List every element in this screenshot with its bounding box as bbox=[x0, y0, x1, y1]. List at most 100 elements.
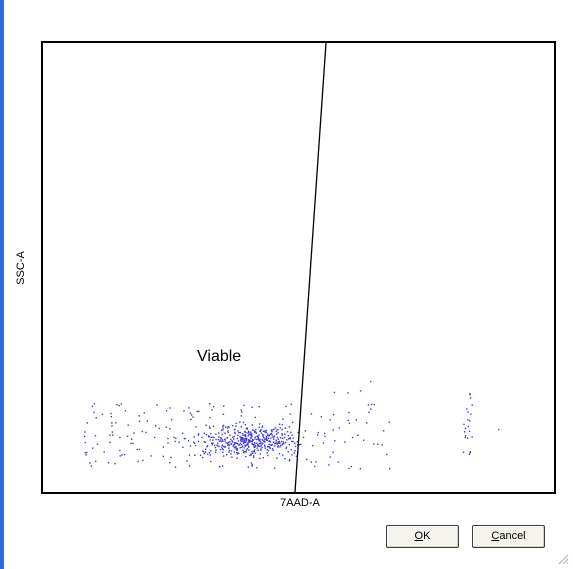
event-dot bbox=[260, 429, 262, 431]
event-dot bbox=[295, 455, 298, 457]
event-dot bbox=[243, 440, 246, 442]
event-dot bbox=[467, 411, 469, 413]
event-dot bbox=[254, 431, 256, 433]
event-dot bbox=[85, 451, 88, 453]
event-dot bbox=[381, 444, 383, 446]
event-dot bbox=[277, 441, 279, 443]
event-dot bbox=[237, 443, 239, 445]
event-dot bbox=[119, 449, 121, 452]
event-dot bbox=[240, 415, 242, 417]
event-dot bbox=[287, 451, 289, 453]
event-dot bbox=[329, 456, 331, 458]
event-dot bbox=[291, 421, 294, 424]
event-dot bbox=[220, 438, 223, 440]
event-dot bbox=[111, 431, 114, 433]
ok-button[interactable]: OK bbox=[386, 525, 459, 548]
event-dot bbox=[259, 457, 261, 459]
event-dot bbox=[244, 438, 246, 440]
event-dot bbox=[464, 436, 466, 439]
scatter-plot[interactable]: Viable bbox=[41, 41, 556, 494]
event-dot bbox=[239, 444, 241, 446]
event-dot bbox=[142, 459, 144, 462]
event-dot bbox=[242, 421, 245, 424]
event-dot bbox=[257, 437, 259, 439]
event-dot bbox=[287, 434, 290, 437]
event-dot bbox=[270, 444, 272, 446]
event-dot bbox=[238, 431, 240, 434]
event-dot bbox=[120, 403, 122, 405]
event-dot bbox=[468, 430, 471, 432]
event-dot bbox=[277, 445, 279, 448]
event-dot bbox=[247, 435, 250, 437]
event-dot bbox=[253, 446, 256, 449]
event-dot bbox=[217, 438, 219, 441]
event-dot bbox=[103, 451, 105, 453]
resize-grip-icon[interactable] bbox=[557, 553, 569, 565]
event-dot bbox=[250, 433, 252, 435]
event-dot bbox=[348, 422, 351, 424]
scatter-plot-svg: Viable bbox=[84, 43, 500, 492]
event-dot bbox=[273, 467, 276, 469]
event-dot bbox=[235, 448, 238, 450]
event-dot bbox=[469, 451, 472, 453]
event-dot bbox=[471, 404, 473, 406]
gate-boundary-line[interactable] bbox=[294, 43, 327, 492]
event-dot bbox=[237, 444, 240, 446]
event-dot bbox=[254, 438, 256, 440]
event-dot bbox=[272, 428, 274, 431]
event-dot bbox=[247, 439, 250, 441]
event-dot bbox=[85, 454, 87, 456]
event-dot bbox=[243, 434, 246, 436]
event-dot bbox=[291, 434, 293, 436]
event-dot bbox=[253, 430, 255, 432]
event-dot bbox=[228, 426, 230, 428]
event-dot bbox=[170, 456, 172, 459]
event-dot bbox=[268, 443, 270, 446]
event-dot bbox=[242, 445, 244, 447]
event-dot bbox=[249, 433, 251, 435]
cancel-button[interactable]: Cancel bbox=[472, 525, 545, 548]
event-dot bbox=[219, 448, 222, 451]
event-dot bbox=[257, 445, 259, 448]
event-dot bbox=[288, 426, 291, 428]
event-dot bbox=[377, 443, 379, 445]
event-dot bbox=[245, 449, 248, 451]
event-dot bbox=[233, 435, 235, 438]
event-dot bbox=[234, 446, 236, 448]
event-dot bbox=[188, 454, 191, 456]
event-dot bbox=[258, 443, 260, 445]
event-dot bbox=[259, 423, 261, 425]
event-dot bbox=[195, 426, 197, 428]
event-dot bbox=[209, 427, 211, 429]
event-dot bbox=[208, 452, 211, 454]
event-dot bbox=[333, 391, 336, 394]
event-dot bbox=[254, 446, 257, 448]
event-dot bbox=[210, 436, 212, 438]
event-dot bbox=[208, 426, 211, 428]
event-dot bbox=[229, 434, 231, 436]
event-dot bbox=[277, 438, 279, 440]
event-dot bbox=[132, 442, 134, 444]
event-dot bbox=[252, 450, 255, 452]
x-axis-label: 7AAD-A bbox=[280, 497, 320, 509]
event-dot bbox=[84, 452, 86, 454]
event-dot bbox=[344, 441, 346, 443]
event-dot bbox=[265, 436, 268, 439]
event-dot bbox=[254, 416, 256, 419]
event-dot bbox=[228, 443, 230, 445]
event-dot bbox=[284, 458, 286, 460]
event-dot bbox=[241, 440, 243, 442]
event-dot bbox=[286, 431, 289, 433]
event-dot bbox=[119, 436, 121, 439]
event-dot bbox=[228, 449, 231, 452]
event-dot bbox=[363, 439, 365, 441]
event-dot bbox=[264, 440, 266, 443]
event-dot bbox=[275, 430, 277, 433]
event-dot bbox=[241, 446, 243, 448]
event-dot bbox=[209, 454, 211, 456]
event-dot bbox=[233, 438, 235, 440]
event-dot bbox=[240, 436, 242, 439]
event-dot bbox=[264, 431, 266, 433]
event-dot bbox=[250, 454, 252, 456]
event-dot bbox=[210, 460, 212, 463]
